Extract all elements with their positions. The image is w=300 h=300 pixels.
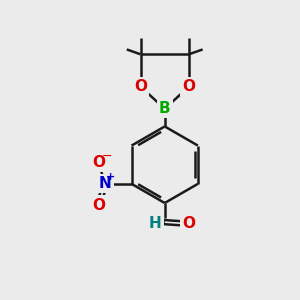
Text: N: N bbox=[99, 176, 111, 191]
Text: O: O bbox=[182, 79, 195, 94]
Text: B: B bbox=[159, 101, 170, 116]
Text: O: O bbox=[92, 198, 105, 213]
Text: −: − bbox=[102, 150, 112, 163]
Text: O: O bbox=[134, 79, 147, 94]
Text: +: + bbox=[106, 172, 116, 182]
Text: O: O bbox=[92, 155, 105, 170]
Text: H: H bbox=[149, 216, 162, 231]
Text: O: O bbox=[182, 216, 195, 231]
